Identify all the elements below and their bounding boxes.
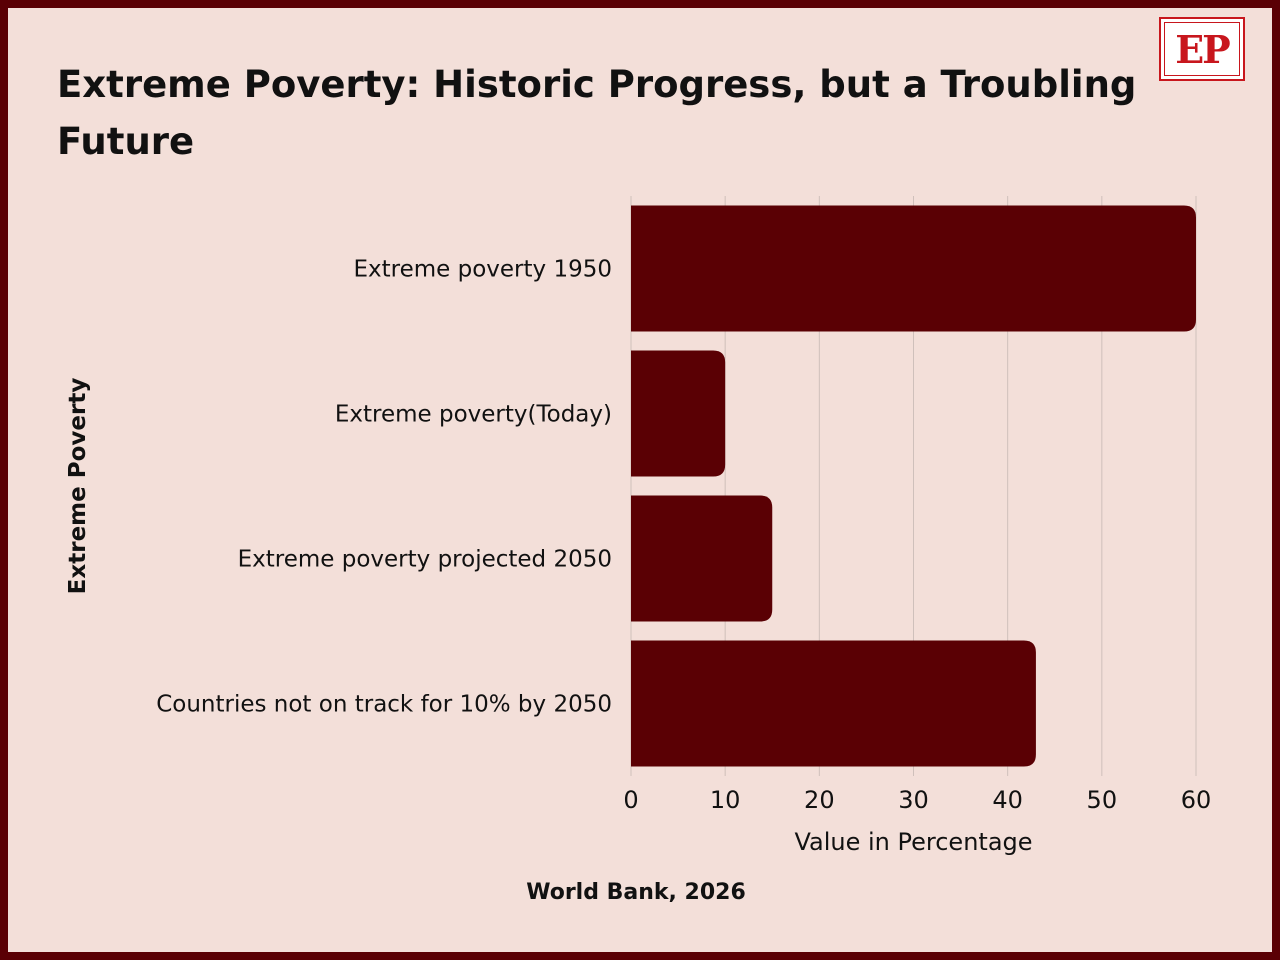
x-tick-label: 0 bbox=[623, 786, 638, 814]
chart-card bbox=[8, 8, 1272, 952]
category-labels: Extreme poverty 1950 Extreme poverty(Toda… bbox=[156, 257, 612, 718]
bars bbox=[631, 205, 1196, 767]
x-tick-label: 60 bbox=[1181, 786, 1212, 814]
x-tick-label: 40 bbox=[992, 786, 1023, 814]
x-tick-label: 30 bbox=[898, 786, 929, 814]
bar bbox=[631, 640, 1036, 767]
category-label: Extreme poverty projected 2050 bbox=[238, 547, 612, 573]
bar bbox=[631, 495, 773, 622]
category-label: Extreme poverty(Today) bbox=[335, 402, 612, 428]
x-tick-labels: 0 10 20 30 40 50 60 bbox=[623, 786, 1211, 814]
chart-title: Extreme Poverty: Historic Progress, but … bbox=[57, 63, 1137, 163]
ep-logo: EP bbox=[1159, 17, 1245, 81]
bar bbox=[631, 205, 1196, 332]
ep-logo-text: EP bbox=[1164, 22, 1240, 76]
category-label: Extreme poverty 1950 bbox=[354, 257, 613, 283]
x-tick-label: 10 bbox=[710, 786, 741, 814]
x-tick-label: 20 bbox=[804, 786, 835, 814]
category-label: Countries not on track for 10% by 2050 bbox=[156, 692, 612, 718]
bar bbox=[631, 350, 726, 477]
x-axis-label: Value in Percentage bbox=[794, 828, 1032, 856]
source-note: World Bank, 2026 bbox=[526, 880, 746, 905]
x-tick-label: 50 bbox=[1087, 786, 1118, 814]
